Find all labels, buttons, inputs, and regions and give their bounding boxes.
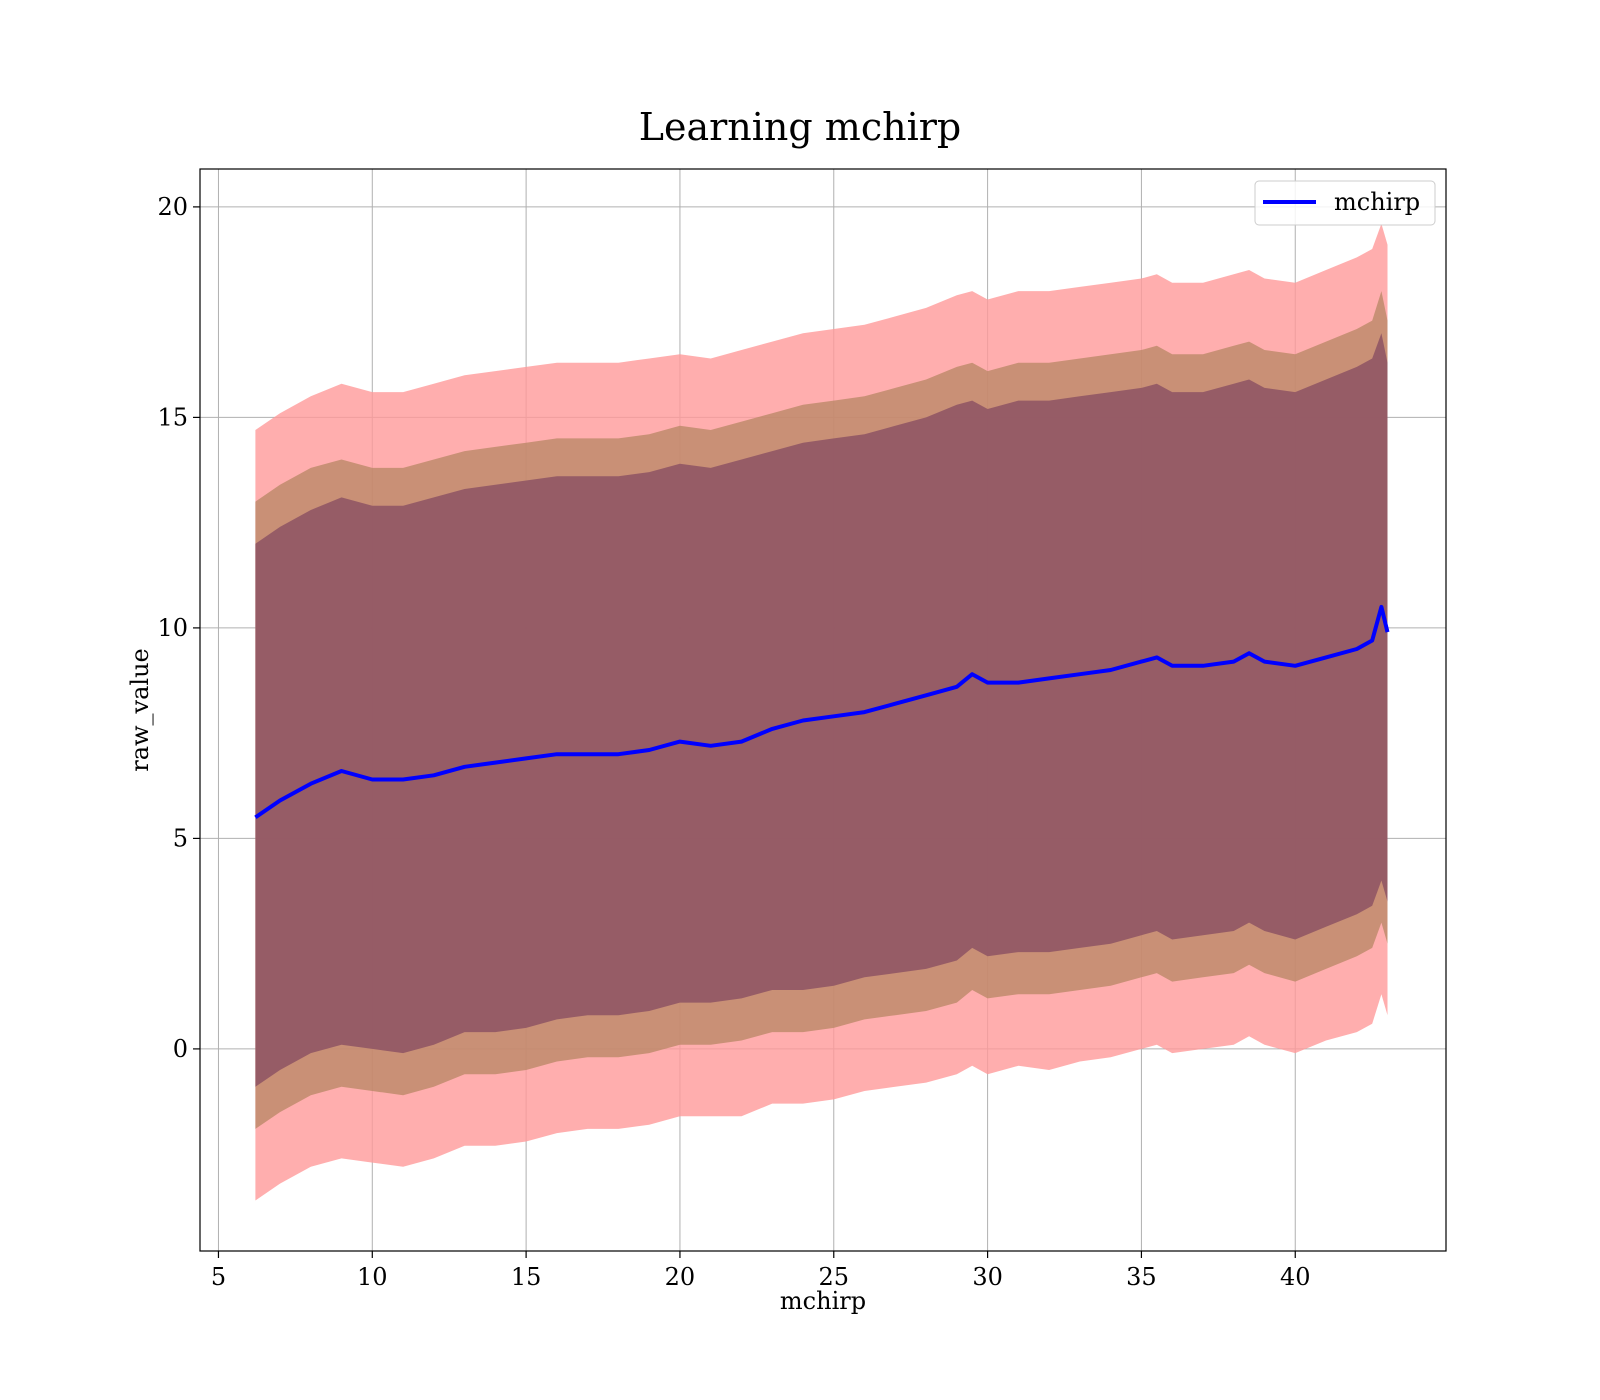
legend-box	[1254, 180, 1436, 226]
x-tick-label: 5	[211, 1263, 226, 1291]
chart-title: Learning mchirp	[639, 105, 961, 149]
x-axis-ticks: 5 10 15 20 25 30 35 40	[211, 1251, 1311, 1291]
x-axis-label: mchirp	[780, 1287, 866, 1315]
x-tick-label: 20	[665, 1263, 696, 1291]
band-inner	[255, 333, 1388, 1087]
y-axis-ticks: 0 5 10 15 20	[157, 193, 200, 1063]
y-tick-label: 5	[173, 824, 188, 852]
y-tick-label: 20	[157, 193, 188, 221]
x-tick-label: 25	[818, 1263, 849, 1291]
y-tick-label: 0	[173, 1035, 188, 1063]
x-tick-label: 30	[972, 1263, 1003, 1291]
x-tick-label: 35	[1126, 1263, 1157, 1291]
plot-frame	[199, 168, 1447, 1252]
legend: mchirp	[1254, 180, 1436, 226]
x-tick-label: 40	[1280, 1263, 1311, 1291]
x-tick-label: 10	[357, 1263, 388, 1291]
y-tick-label: 15	[157, 403, 188, 431]
series-lines	[254, 604, 1390, 820]
y-axis-label: raw_value	[126, 648, 154, 772]
x-tick-label: 15	[511, 1263, 542, 1291]
legend-label: mchirp	[1334, 188, 1420, 216]
y-tick-label: 10	[157, 614, 188, 642]
series-line-mchirp	[254, 604, 1390, 820]
uncertainty-bands	[255, 223, 1388, 1201]
